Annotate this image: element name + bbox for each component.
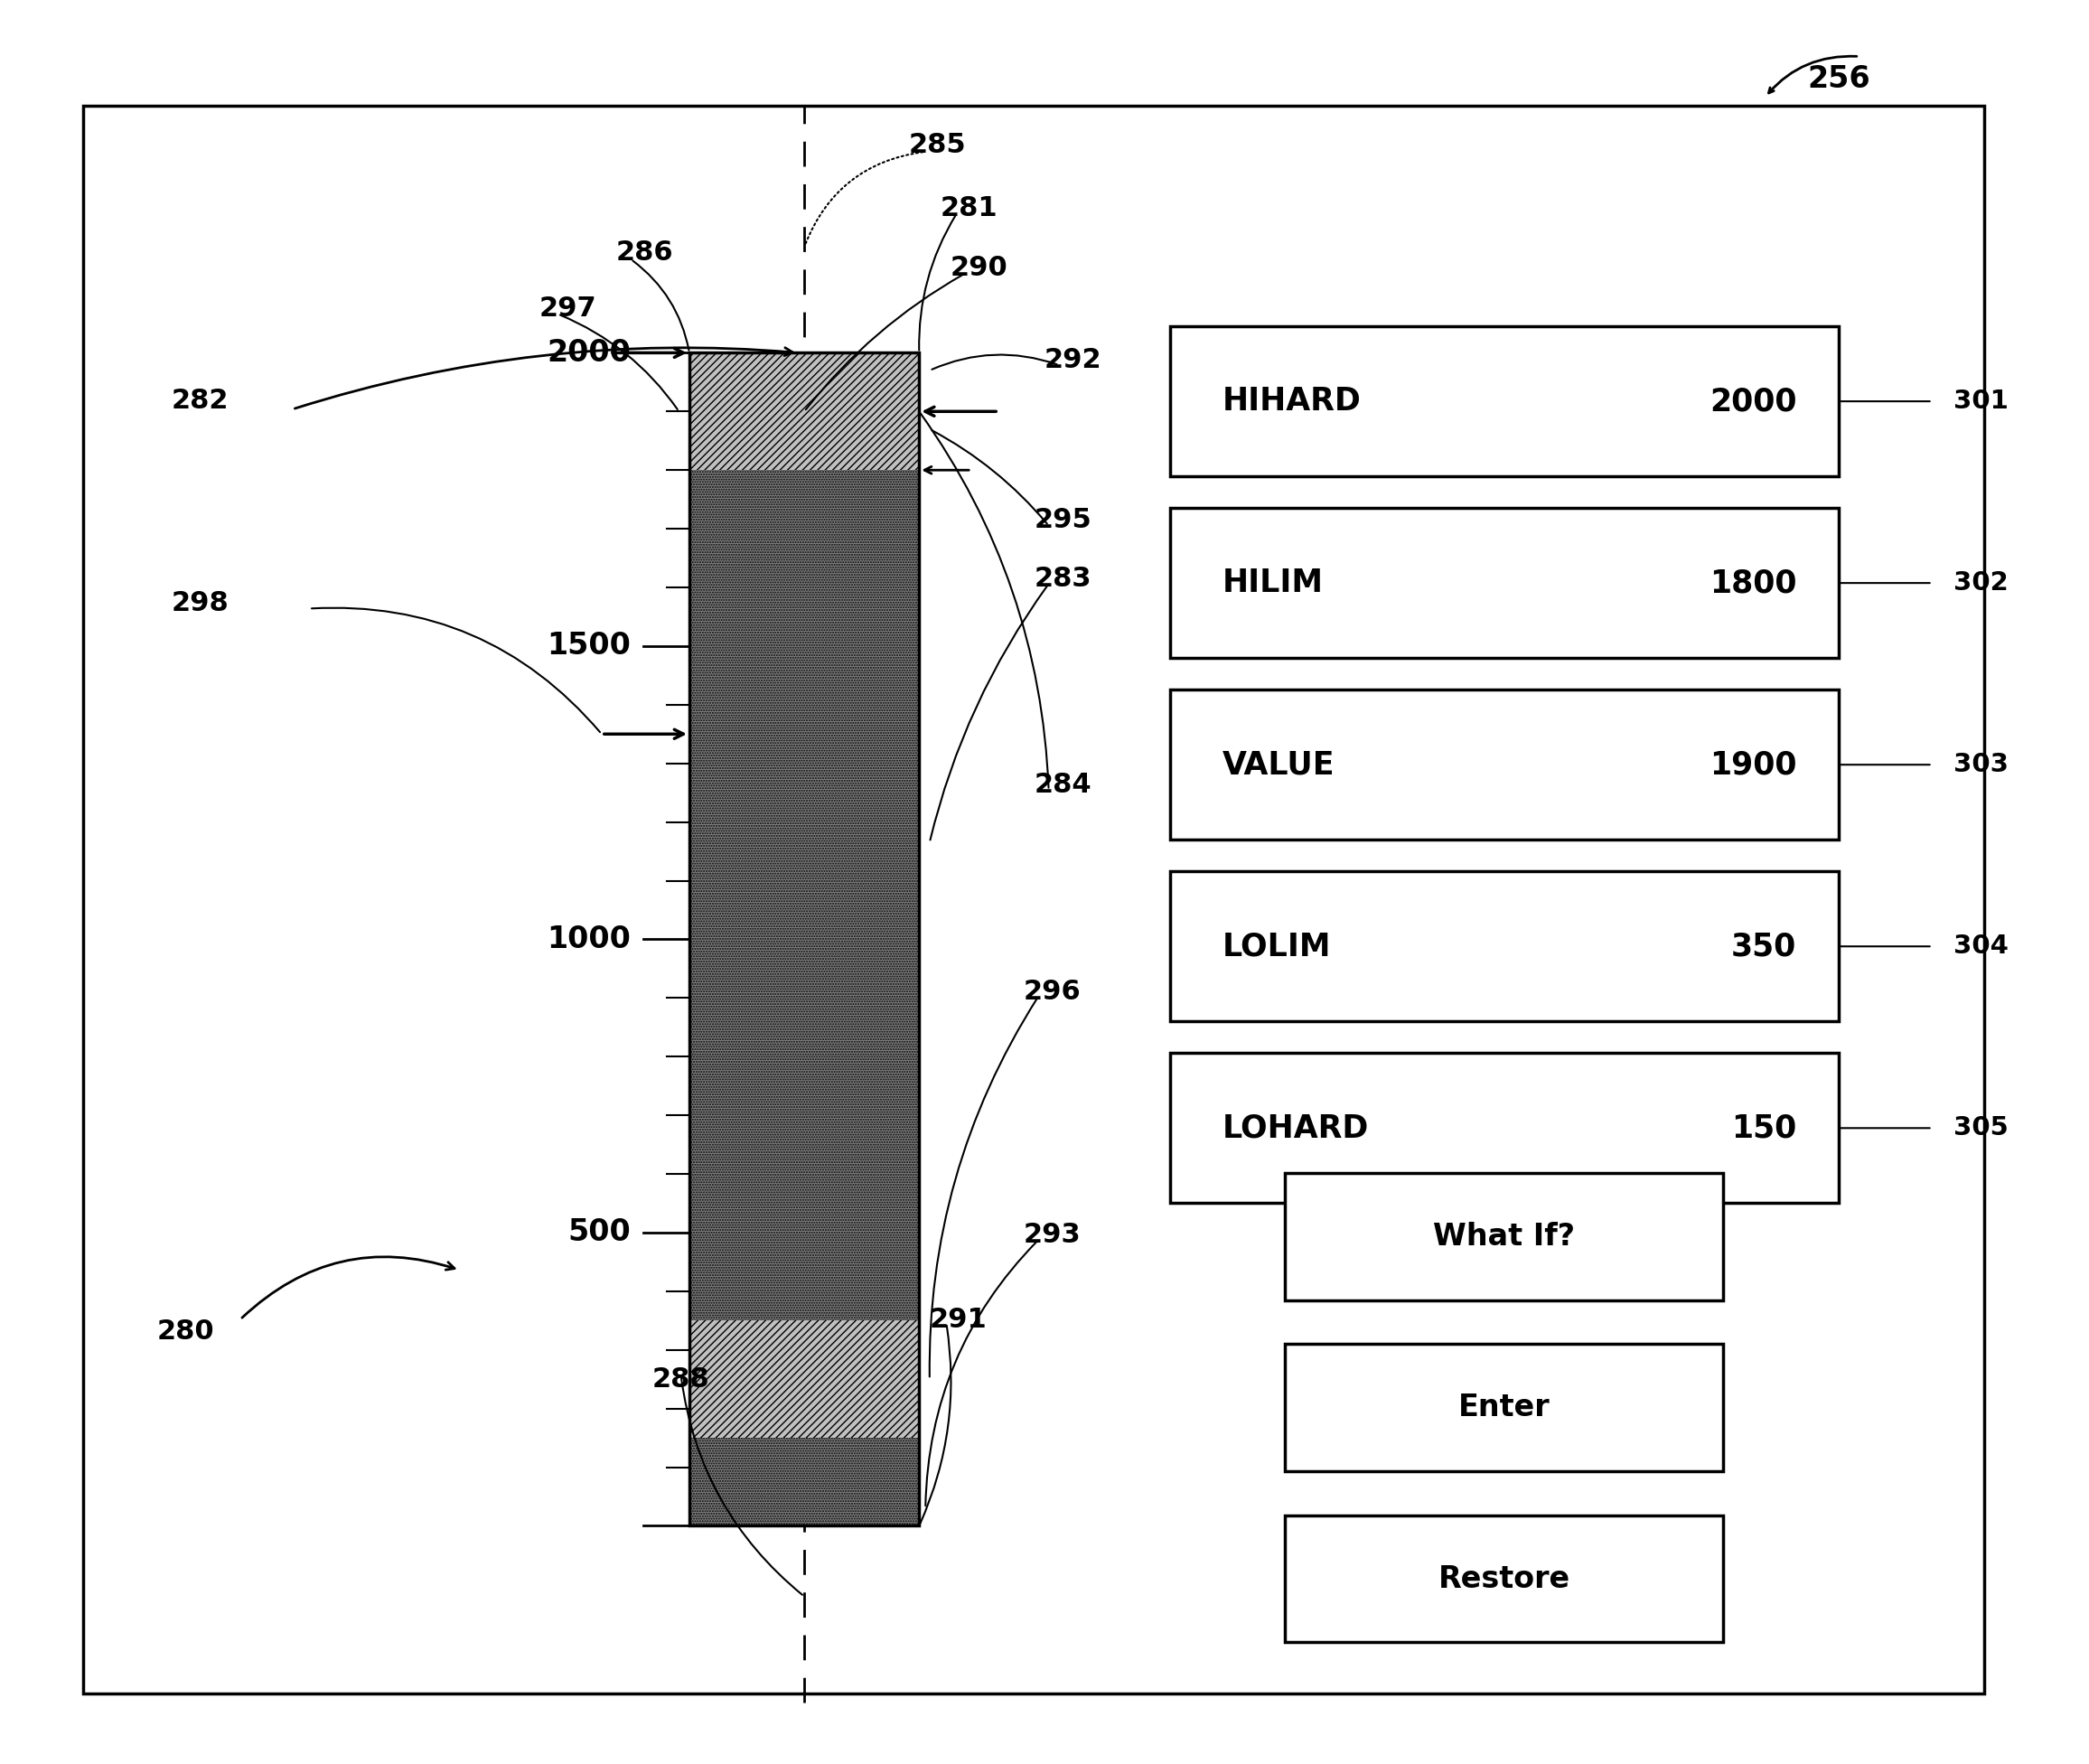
Text: 290: 290 (950, 256, 1009, 280)
Text: 350: 350 (1732, 931, 1797, 961)
Text: VALUE: VALUE (1222, 750, 1335, 780)
Bar (1170, 326, 1838, 476)
Text: Enter: Enter (1458, 1394, 1550, 1422)
Bar (689, 1438, 919, 1526)
Text: 282: 282 (171, 388, 228, 413)
Text: 305: 305 (1953, 1115, 2008, 1141)
Bar (1170, 508, 1838, 658)
Text: 298: 298 (171, 591, 230, 616)
Text: 288: 288 (652, 1367, 710, 1392)
Text: What If?: What If? (1433, 1222, 1575, 1251)
Bar (689, 469, 919, 1321)
Text: 1800: 1800 (1709, 568, 1797, 598)
Text: 2000: 2000 (547, 339, 631, 367)
Bar (1170, 1053, 1838, 1203)
Text: LOLIM: LOLIM (1222, 931, 1331, 961)
Text: 292: 292 (1044, 348, 1103, 372)
Bar (1285, 1173, 1723, 1300)
Text: 297: 297 (539, 296, 597, 321)
Bar (689, 353, 919, 1526)
Bar (689, 353, 919, 469)
Text: 2000: 2000 (1709, 386, 1797, 416)
Bar (689, 1321, 919, 1438)
Text: LOHARD: LOHARD (1222, 1113, 1368, 1143)
Bar (1170, 871, 1838, 1021)
Text: 1500: 1500 (547, 632, 631, 662)
Text: 150: 150 (1732, 1113, 1797, 1143)
Text: 283: 283 (1034, 566, 1090, 591)
Text: 1900: 1900 (1709, 750, 1797, 780)
Bar (1285, 1515, 1723, 1642)
Text: 280: 280 (157, 1319, 215, 1344)
Text: 293: 293 (1024, 1222, 1082, 1247)
Text: 304: 304 (1953, 933, 2008, 960)
Text: 303: 303 (1953, 751, 2008, 778)
Text: 295: 295 (1034, 508, 1093, 533)
Text: 256: 256 (1807, 65, 1870, 93)
Text: 281: 281 (940, 196, 999, 220)
Text: 286: 286 (616, 240, 675, 265)
Bar (1285, 1344, 1723, 1471)
Text: 291: 291 (930, 1307, 988, 1332)
Text: HIHARD: HIHARD (1222, 386, 1362, 416)
Text: 284: 284 (1034, 773, 1093, 797)
Text: 1000: 1000 (547, 924, 631, 954)
Text: 301: 301 (1953, 388, 2008, 415)
Text: 296: 296 (1024, 979, 1082, 1004)
Bar (1170, 690, 1838, 840)
Text: Restore: Restore (1437, 1565, 1571, 1593)
Text: HILIM: HILIM (1222, 568, 1322, 598)
Text: 285: 285 (909, 132, 967, 157)
Text: 302: 302 (1953, 570, 2008, 596)
Text: 500: 500 (568, 1217, 631, 1247)
